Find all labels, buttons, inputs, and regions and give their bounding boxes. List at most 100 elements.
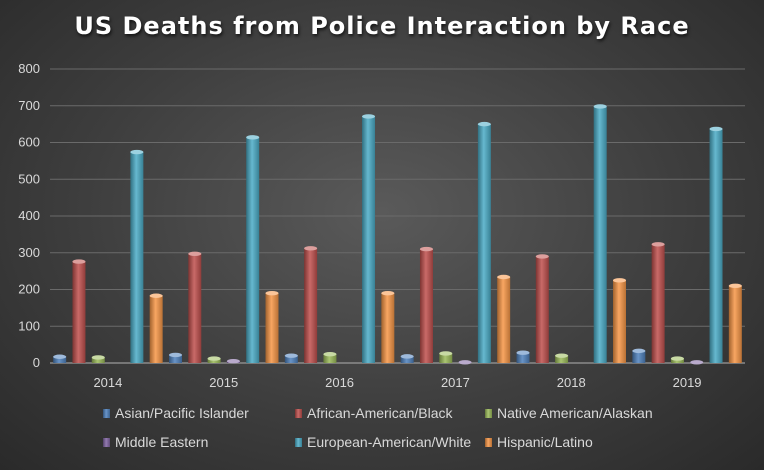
y-tick-label: 300 [18,245,40,260]
bar-cap [535,254,549,259]
legend: Asian/Pacific Islander African-American/B… [103,405,653,450]
y-tick-label: 400 [18,208,40,223]
bar-cap [284,353,298,358]
legend-label: European-American/White [307,434,471,450]
legend-item: Asian/Pacific Islander [103,405,249,421]
bar-cap [53,354,67,359]
bar [419,249,433,363]
x-tick-label: 2016 [325,375,354,390]
bar [169,354,182,363]
y-tick-label: 200 [18,282,40,297]
grid [50,68,745,364]
bars [53,104,742,365]
legend-swatch [485,409,492,418]
bar [613,280,626,363]
legend-swatch [485,438,492,447]
bar-cap [207,356,221,361]
legend-item: Hispanic/Latino [485,434,593,450]
x-tick-label: 2014 [93,375,122,390]
bar-cap [690,360,704,365]
bar [362,116,376,363]
x-tick-label: 2018 [557,375,586,390]
y-tick-label: 500 [18,171,40,186]
y-tick-label: 100 [18,318,40,333]
bar-cap [362,114,376,119]
legend-item: European-American/White [295,434,471,450]
x-tick-label: 2015 [209,375,238,390]
bar [207,358,221,363]
y-tick-label: 800 [18,61,40,76]
bar-cap [419,246,433,252]
bar-cap [265,290,279,296]
bar [709,128,723,363]
bar-cap [458,360,472,365]
bar [72,261,86,363]
legend-label: African-American/Black [307,405,453,421]
bar-cap [91,355,105,360]
bar [651,244,665,363]
bar-cap [497,274,511,280]
bar [632,350,646,363]
bar [535,256,549,363]
legend-swatch [103,438,110,447]
bar-cap [555,353,569,358]
bar [323,354,337,363]
bar [593,106,607,364]
bar [516,352,530,363]
bar-cap [516,350,530,355]
bar-cap [188,251,202,257]
legend-swatch [295,438,302,447]
bar-cap [149,293,163,298]
legend-item: African-American/Black [295,405,453,421]
bar [477,124,491,363]
bar [265,293,279,363]
bar [555,355,569,363]
bar-cap [632,348,646,354]
bar [381,293,395,363]
bar [304,248,318,363]
x-axis: 2014 2015 2016 2017 2018 2019 [93,375,701,390]
bar-cap [651,242,665,247]
bar-cap [439,351,453,356]
y-tick-label: 600 [18,135,40,150]
bar-cap [323,351,337,357]
bar [188,253,202,363]
legend-label: Asian/Pacific Islander [115,405,249,421]
bar-cap [246,135,260,140]
bar-cap [400,354,414,359]
bar [149,295,163,363]
bar [53,356,67,363]
x-tick-label: 2017 [441,375,470,390]
chart-title: US Deaths from Police Interaction by Rac… [74,12,690,40]
legend-label: Middle Eastern [115,434,208,450]
y-tick-label: 700 [18,98,40,113]
legend-item: Middle Eastern [103,434,208,450]
bar-cap [72,259,86,264]
legend-label: Native American/Alaskan [497,405,653,421]
bar [400,356,414,363]
bar-cap [613,278,626,283]
bar-cap [670,356,684,361]
y-tick-label: 0 [33,355,40,370]
bar [284,355,298,363]
bar [728,285,742,363]
bar [91,357,105,363]
bar [246,137,260,363]
bar-cap [169,352,182,358]
bar-cap [226,358,240,364]
bar [439,353,453,363]
bar-cap [304,246,318,251]
x-tick-label: 2019 [673,375,702,390]
y-axis: 0 100 200 300 400 500 600 700 800 [18,61,40,370]
bar-cap [130,149,144,155]
bar [497,277,511,363]
bar-cap [709,126,723,132]
bar-cap [381,290,395,296]
legend-item: Native American/Alaskan [485,405,653,421]
bar-cap [593,104,607,109]
bar-cap [728,283,742,289]
bar [130,152,144,363]
bar-cap [477,121,491,127]
